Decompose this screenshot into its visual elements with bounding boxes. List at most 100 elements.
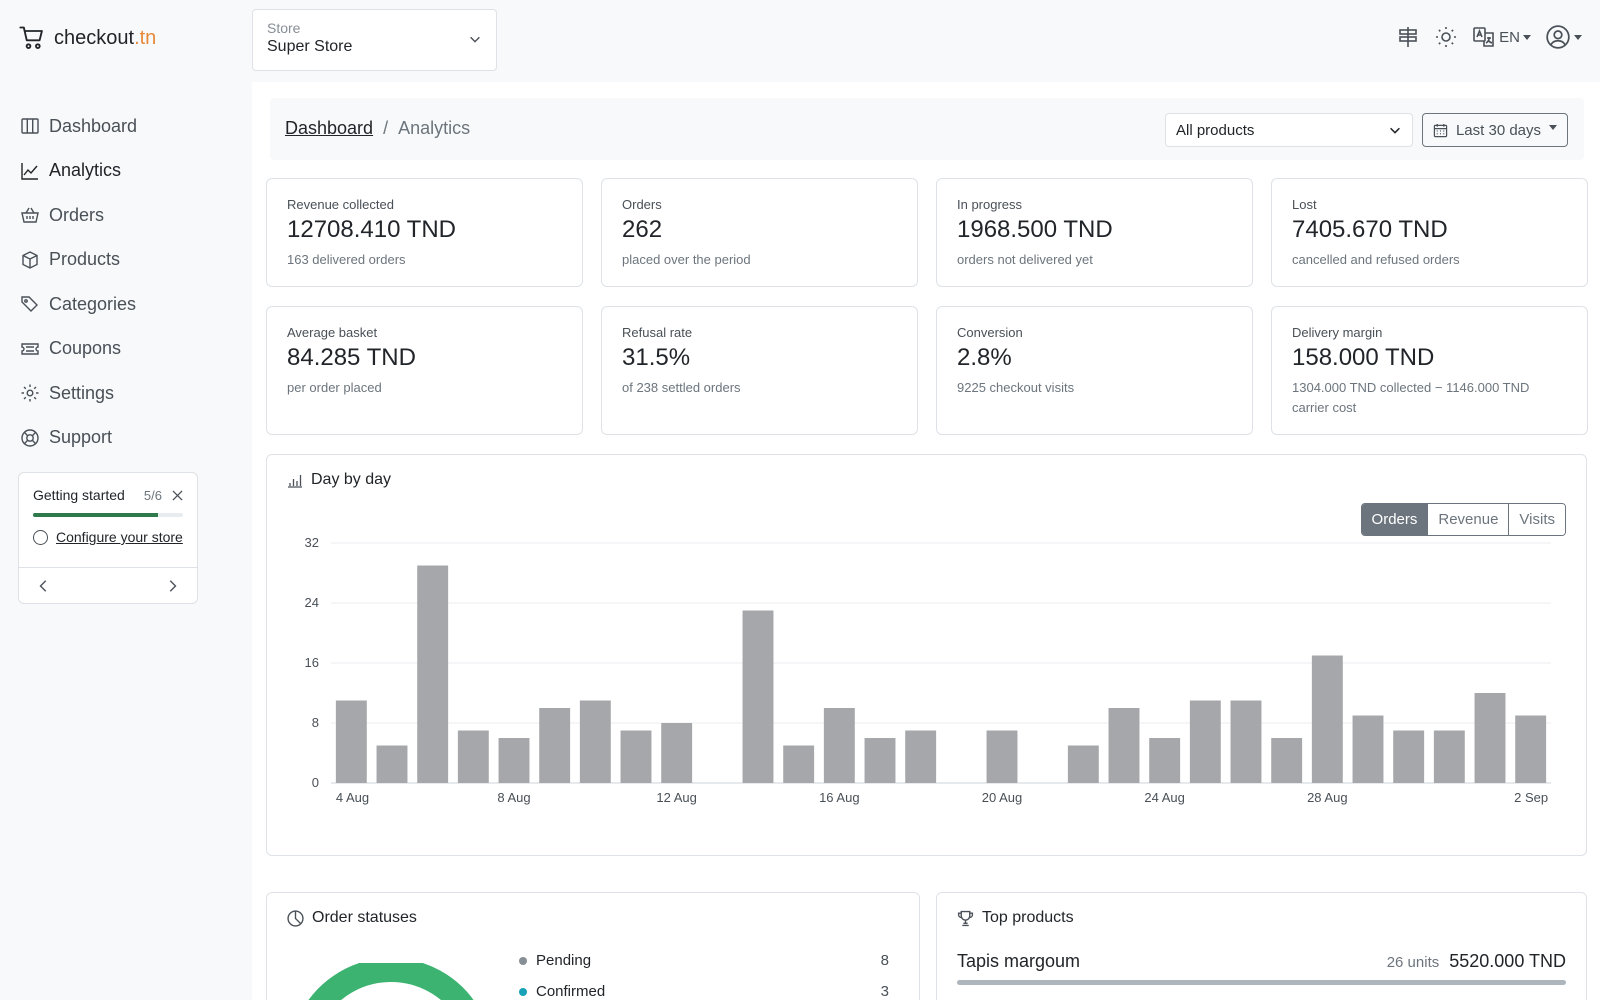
date-range-button[interactable]: Last 30 days bbox=[1422, 113, 1568, 147]
bar[interactable] bbox=[579, 700, 611, 784]
bar[interactable] bbox=[1433, 730, 1465, 784]
sidebar-item-coupons[interactable]: Coupons bbox=[20, 327, 230, 372]
stat-label: Average basket bbox=[287, 325, 378, 340]
y-tick-label: 0 bbox=[312, 775, 319, 790]
bar[interactable] bbox=[823, 708, 855, 783]
product-filter-select[interactable]: All products bbox=[1165, 113, 1413, 147]
stat-card-lost: Lost 7405.670 TND cancelled and refused … bbox=[1271, 178, 1588, 287]
stat-value: 158.000 TND bbox=[1292, 344, 1435, 371]
chevron-down-icon bbox=[470, 36, 480, 43]
sidebar-item-products[interactable]: Products bbox=[20, 238, 230, 283]
stat-value: 84.285 TND bbox=[287, 344, 416, 371]
stat-value: 1968.500 TND bbox=[957, 216, 1113, 243]
trophy-icon bbox=[957, 910, 974, 926]
order-status-donut bbox=[308, 963, 475, 1000]
stat-label: In progress bbox=[957, 197, 1023, 212]
status-label: Pending bbox=[536, 952, 592, 969]
top-product-row[interactable]: Tapis margoum 26 units 5520.000 TND bbox=[957, 951, 1566, 985]
user-menu[interactable] bbox=[1545, 24, 1582, 50]
bar[interactable] bbox=[417, 565, 449, 784]
store-selector[interactable]: Store Super Store bbox=[252, 9, 497, 71]
bar[interactable] bbox=[1108, 708, 1140, 783]
task-radio[interactable] bbox=[33, 529, 48, 545]
orders-bar-chart: 0 8 16 24 32 4 Aug 8 Aug 12 Aug 16 Aug 20 Aug 24 A… bbox=[305, 535, 1551, 805]
product-filter-value: All products bbox=[1176, 121, 1255, 139]
store-selector-label: Store bbox=[267, 20, 301, 36]
breadcrumb-current: Analytics bbox=[398, 118, 471, 138]
sidebar-item-label: Coupons bbox=[49, 338, 122, 359]
stat-value: 262 bbox=[622, 216, 663, 243]
product-units: 26 units bbox=[1386, 954, 1440, 971]
bar[interactable] bbox=[620, 730, 652, 784]
x-tick-label: 24 Aug bbox=[1144, 790, 1185, 805]
bar[interactable] bbox=[661, 723, 693, 783]
bar[interactable] bbox=[864, 738, 896, 783]
bar[interactable] bbox=[335, 700, 367, 784]
configure-store-link[interactable]: Configure your store bbox=[56, 529, 183, 545]
stat-card-average-basket: Average basket 84.285 TND per order plac… bbox=[266, 306, 583, 435]
bar[interactable] bbox=[986, 730, 1018, 784]
tab-visits[interactable]: Visits bbox=[1508, 504, 1565, 535]
sidebar-item-categories[interactable]: Categories bbox=[20, 282, 230, 327]
breadcrumb: Dashboard / Analytics bbox=[285, 118, 470, 139]
bar[interactable] bbox=[1515, 715, 1547, 784]
stat-label: Lost bbox=[1292, 197, 1317, 212]
pie-chart-icon bbox=[287, 909, 304, 927]
sidebar-item-dashboard[interactable]: Dashboard bbox=[20, 104, 230, 149]
stat-sub: per order placed bbox=[287, 380, 382, 395]
bar[interactable] bbox=[1067, 745, 1099, 784]
top-products-card: Top products Tapis margoum 26 units 5520… bbox=[936, 892, 1587, 1000]
product-share-fill bbox=[957, 980, 1566, 985]
bar[interactable] bbox=[1393, 730, 1425, 784]
tab-revenue[interactable]: Revenue bbox=[1427, 504, 1509, 535]
close-icon[interactable] bbox=[172, 489, 183, 501]
product-share-bar bbox=[957, 980, 1566, 985]
legend-row-pending[interactable]: Pending 8 bbox=[519, 945, 889, 976]
sun-icon[interactable] bbox=[1434, 25, 1458, 49]
bar[interactable] bbox=[1149, 738, 1181, 783]
sidebar-item-label: Categories bbox=[49, 293, 137, 314]
gear-icon bbox=[21, 384, 39, 402]
breadcrumb-dashboard-link[interactable]: Dashboard bbox=[285, 118, 374, 138]
sidebar-item-support[interactable]: Support bbox=[20, 416, 230, 461]
signpost-icon[interactable] bbox=[1396, 25, 1420, 49]
sidebar-item-label: Orders bbox=[49, 204, 105, 225]
chevron-left-icon[interactable] bbox=[37, 579, 51, 593]
bar[interactable] bbox=[498, 738, 530, 783]
app-logo[interactable]: checkout.tn bbox=[18, 24, 156, 52]
bar[interactable] bbox=[1352, 715, 1384, 784]
y-tick-label: 32 bbox=[305, 535, 319, 550]
stat-value: 31.5% bbox=[622, 344, 691, 371]
bar[interactable] bbox=[1311, 655, 1343, 784]
bar[interactable] bbox=[742, 610, 774, 784]
bar[interactable] bbox=[905, 730, 937, 784]
stat-value: 12708.410 TND bbox=[287, 216, 457, 243]
bar[interactable] bbox=[457, 730, 489, 784]
chevron-right-icon[interactable] bbox=[165, 579, 179, 593]
bar[interactable] bbox=[1189, 700, 1221, 784]
bar[interactable] bbox=[539, 708, 571, 783]
bar[interactable] bbox=[1230, 700, 1262, 784]
legend-row-confirmed[interactable]: Confirmed 3 bbox=[519, 976, 889, 1000]
main-content: Dashboard / Analytics All products Last … bbox=[252, 82, 1600, 1000]
bar[interactable] bbox=[783, 745, 815, 784]
day-by-day-card: Day by day Orders Revenue Visits 0 8 16 24 3… bbox=[266, 454, 1587, 856]
sidebar-item-settings[interactable]: Settings bbox=[20, 371, 230, 416]
metric-toggle: Orders Revenue Visits bbox=[1360, 503, 1566, 536]
stat-value: 2.8% bbox=[957, 344, 1012, 371]
getting-started-progress bbox=[33, 513, 183, 517]
sidebar-item-analytics[interactable]: Analytics bbox=[20, 149, 230, 194]
bar[interactable] bbox=[376, 745, 408, 784]
sidebar-item-orders[interactable]: Orders bbox=[20, 193, 230, 238]
y-tick-label: 8 bbox=[312, 715, 319, 730]
sidebar-item-label: Analytics bbox=[49, 160, 122, 181]
calendar-icon bbox=[1433, 123, 1448, 137]
bar[interactable] bbox=[1474, 693, 1506, 783]
stat-value: 7405.670 TND bbox=[1292, 216, 1448, 243]
tab-orders[interactable]: Orders bbox=[1361, 504, 1428, 535]
status-dot bbox=[519, 956, 527, 965]
bar[interactable] bbox=[1271, 738, 1303, 783]
y-tick-label: 16 bbox=[305, 655, 319, 670]
stat-card-orders: Orders 262 placed over the period bbox=[601, 178, 918, 287]
language-selector[interactable]: EN bbox=[1472, 25, 1531, 49]
